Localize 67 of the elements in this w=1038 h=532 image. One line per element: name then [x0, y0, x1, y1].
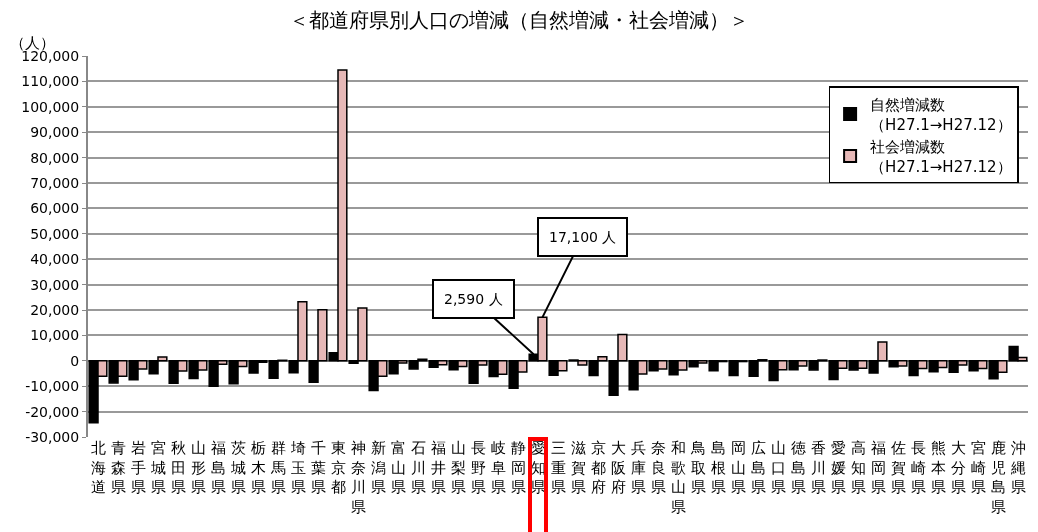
x-tick-label: 茨城県: [229, 439, 246, 496]
x-tick-label: 広島県: [750, 439, 766, 496]
x-tick-label: 静岡県: [510, 439, 526, 496]
x-tick-label: 宮城県: [149, 439, 166, 496]
legend-label: 社会増減数（H27.1→H27.12）: [870, 138, 1012, 176]
y-tick-label: 90,000: [30, 124, 80, 141]
x-tick-label: 東京都: [330, 439, 346, 496]
x-tick-label: 石川県: [410, 439, 426, 496]
y-tick-label: 20,000: [30, 301, 80, 318]
x-tick-label: 滋賀県: [570, 439, 586, 496]
x-tick-label: 福井県: [430, 439, 446, 496]
x-tick-label: 宮崎県: [970, 439, 986, 496]
y-tick-label: 110,000: [21, 73, 80, 90]
y-tick-label: 100,000: [21, 98, 80, 115]
x-tick-label: 山形県: [190, 439, 206, 496]
x-tick-label: 長崎県: [910, 439, 926, 496]
x-tick-label: 兵庫県: [630, 439, 646, 496]
x-tick-label: 長野県: [470, 439, 486, 496]
x-tick-label: 大阪府: [610, 439, 626, 496]
x-tick-label: 島根県: [710, 439, 726, 496]
y-axis-title: （人）: [10, 34, 55, 52]
x-tick-label: 熊本県: [930, 439, 946, 496]
y-tick-label: 40,000: [30, 251, 80, 268]
y-tick-label: 30,000: [30, 276, 80, 293]
x-tick-label: 鳥取県: [689, 439, 706, 496]
x-tick-label: 山口県: [770, 439, 786, 496]
y-tick-label: -20,000: [25, 403, 80, 420]
y-tick-label: -30,000: [25, 428, 80, 445]
x-tick-label: 岩手県: [130, 439, 146, 496]
x-tick-label: 沖縄県: [1009, 439, 1026, 496]
x-tick-label: 神奈川県: [350, 439, 366, 516]
chart-title: ＜都道府県別人口の増減（自然増減・社会増減）＞: [289, 8, 749, 33]
x-tick-label: 奈良県: [650, 439, 666, 496]
x-tick-label: 大分県: [950, 439, 966, 496]
x-tick-label: 北海道: [90, 439, 106, 496]
x-tick-label: 鹿児島県: [990, 439, 1006, 516]
x-tick-label: 青森県: [110, 439, 126, 496]
x-tick-label: 山梨県: [450, 439, 466, 496]
y-tick-label: 10,000: [30, 327, 80, 344]
x-tick-label: 栃木県: [250, 439, 266, 496]
x-tick-label: 埼玉県: [289, 439, 306, 496]
x-tick-label: 徳島県: [790, 439, 806, 496]
x-tick-label: 千葉県: [310, 439, 326, 496]
x-tick-label: 岡山県: [730, 439, 746, 496]
x-tick-label: 京都府: [590, 439, 606, 496]
x-tick-label: 福島県: [210, 439, 226, 496]
y-tick-label: 0: [70, 352, 80, 369]
y-tick-label: 70,000: [30, 174, 80, 191]
annotation: 2,590 人: [444, 291, 503, 307]
x-tick-label: 秋田県: [170, 439, 186, 496]
x-tick-label: 岐阜県: [490, 439, 506, 496]
y-tick-label: -10,000: [25, 378, 80, 395]
y-tick-label: 60,000: [30, 200, 80, 217]
x-tick-label: 和歌山県: [670, 439, 686, 516]
x-tick-label: 香川県: [810, 439, 826, 496]
y-tick-label: 50,000: [30, 225, 80, 242]
legend-label: 自然増減数（H27.1→H27.12）: [870, 96, 1012, 134]
x-tick-label: 群馬県: [269, 439, 286, 496]
x-tick-label: 高知県: [850, 439, 866, 496]
x-tick-label: 愛媛県: [830, 439, 846, 496]
annotation: 17,100 人: [549, 229, 617, 245]
y-tick-label: 80,000: [30, 149, 80, 166]
x-tick-label: 佐賀県: [890, 439, 906, 496]
x-tick-label: 新潟県: [370, 439, 386, 496]
x-tick-label: 福岡県: [870, 439, 886, 496]
x-tick-label: 三重県: [550, 439, 566, 496]
x-tick-label: 富山県: [390, 439, 406, 496]
